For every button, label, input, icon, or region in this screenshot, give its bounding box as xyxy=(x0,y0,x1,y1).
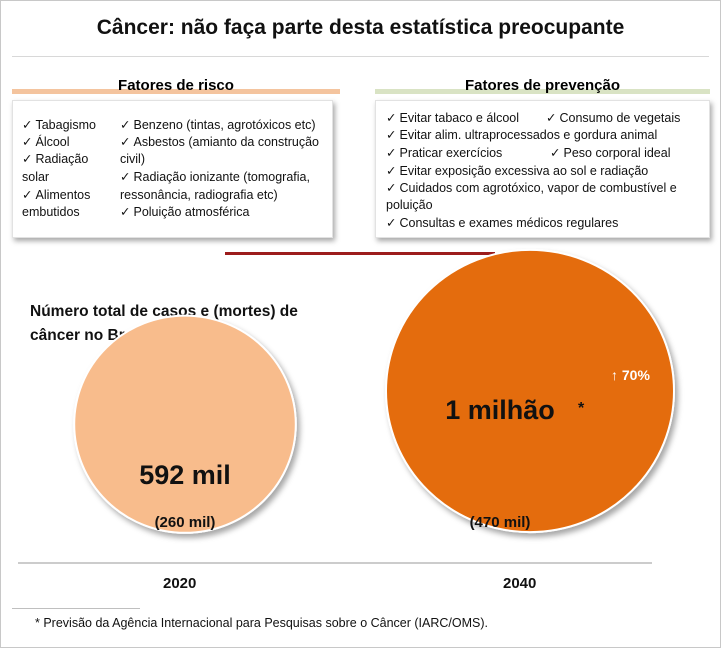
prevention-item-label: Praticar exercícios xyxy=(399,146,503,160)
growth-label: ↑ 70% xyxy=(611,367,650,383)
risk-item-poluicao: ✓ Poluição atmosférica xyxy=(120,204,250,220)
check-icon: ✓ xyxy=(22,118,33,132)
risk-item-label: Radiação ionizante (tomografia, xyxy=(133,170,310,184)
risk-item-alimentos: ✓ Alimentos xyxy=(22,187,90,203)
prevention-item-tabaco: ✓ Evitar tabaco e álcool xyxy=(386,110,519,126)
bubble-2040-cases-label: 1 milhão xyxy=(445,395,555,425)
prevention-item-peso: ✓ Peso corporal ideal xyxy=(550,145,671,161)
risk-item-label: Alimentos xyxy=(35,188,91,202)
risk-item-radiacao-ionizante: ✓ Radiação ionizante (tomografia, xyxy=(120,169,310,185)
check-icon: ✓ xyxy=(120,135,131,149)
risk-item-asbestos: ✓ Asbestos (amianto da construção xyxy=(120,134,319,150)
prevention-item-consultas: ✓ Consultas e exames médicos regulares xyxy=(386,215,618,231)
footnote-divider xyxy=(12,608,140,609)
prevention-item-label: Peso corporal ideal xyxy=(563,146,671,160)
prevention-item-label: Evitar alim. ultraprocessados e gordura … xyxy=(399,128,658,142)
prevention-panel-header-text: Fatores de prevenção xyxy=(464,77,621,94)
risk-item-tabagismo: ✓ Tabagismo xyxy=(22,117,96,133)
risk-item-label: Benzeno (tintas, agrotóxicos etc) xyxy=(133,118,316,132)
risk-item-solar: solar xyxy=(22,170,50,184)
check-icon: ✓ xyxy=(120,118,131,132)
prevention-item-agrotoxico: ✓ Cuidados com agrotóxico, vapor de combu… xyxy=(386,180,677,196)
risk-item-label: Poluição atmosférica xyxy=(133,205,250,219)
check-icon: ✓ xyxy=(22,188,33,202)
risk-item-radiacao-ionizante-cont: ressonância, radiografia etc) xyxy=(120,188,278,202)
x-tick-label-2020: 2020 xyxy=(163,575,197,592)
risk-item-asbestos-cont: civil) xyxy=(120,152,145,166)
bubble-2020-cases-label: 592 mil xyxy=(139,460,231,490)
check-icon: ✓ xyxy=(546,111,557,125)
bubble-2040-asterisk: * xyxy=(578,400,585,417)
check-icon: ✓ xyxy=(120,205,131,219)
prevention-item-label: Evitar tabaco e álcool xyxy=(399,111,519,125)
risk-item-benzeno: ✓ Benzeno (tintas, agrotóxicos etc) xyxy=(120,117,316,133)
check-icon: ✓ xyxy=(386,128,397,142)
page-title: Câncer: não faça parte desta estatística… xyxy=(96,16,625,39)
prevention-panel: ✓ Evitar tabaco e álcool ✓ Consumo de vege… xyxy=(375,100,710,238)
risk-panel: ✓ Tabagismo ✓ Álcool ✓ Radiação solar ✓ Alim… xyxy=(12,100,333,238)
prevention-item-label: Consumo de vegetais xyxy=(559,111,681,125)
bubble-2040 xyxy=(385,248,675,534)
prevention-item-vegetais: ✓ Consumo de vegetais xyxy=(546,110,680,126)
prevention-item-label: Consultas e exames médicos regulares xyxy=(399,216,619,230)
prevention-item-label: Cuidados com agrotóxico, vapor de combus… xyxy=(399,181,677,195)
check-icon: ✓ xyxy=(22,152,33,166)
check-icon: ✓ xyxy=(386,111,397,125)
risk-item-embutidos: embutidos xyxy=(22,205,80,219)
risk-panel-header-text: Fatores de risco xyxy=(118,77,234,94)
footnote: * Previsão da Agência Internacional para… xyxy=(35,616,489,630)
prevention-item-label: Evitar exposição excessiva ao sol e radi… xyxy=(399,164,649,178)
section-divider xyxy=(225,252,495,255)
check-icon: ✓ xyxy=(386,164,397,178)
risk-item-alcool: ✓ Álcool xyxy=(22,134,70,150)
risk-item-label: Radiação xyxy=(35,152,89,166)
check-icon: ✓ xyxy=(386,146,397,160)
prevention-panel-header: Fatores de prevenção xyxy=(375,74,710,98)
risk-item-radiacao: ✓ Radiação xyxy=(22,151,88,167)
risk-item-label: Asbestos (amianto da construção xyxy=(133,135,320,149)
prevention-item-poluicao: poluição xyxy=(386,198,433,212)
check-icon: ✓ xyxy=(22,135,33,149)
risk-item-label: Tabagismo xyxy=(35,118,96,132)
check-icon: ✓ xyxy=(550,146,561,160)
prevention-item-ultraprocessados: ✓ Evitar alim. ultraprocessados e gordura… xyxy=(386,127,657,143)
check-icon: ✓ xyxy=(386,181,397,195)
x-tick-label-2040: 2040 xyxy=(503,575,537,592)
risk-panel-header: Fatores de risco xyxy=(12,74,340,98)
title-divider xyxy=(12,56,709,57)
bubble-2020-deaths-label: (260 mil) xyxy=(154,514,216,531)
check-icon: ✓ xyxy=(120,170,131,184)
risk-item-label: Álcool xyxy=(35,135,70,149)
prevention-item-exercicios: ✓ Praticar exercícios xyxy=(386,145,502,161)
bubble-2040-deaths-label: (470 mil) xyxy=(469,514,531,531)
bubble-2020 xyxy=(73,314,297,534)
prevention-item-sol: ✓ Evitar exposição excessiva ao sol e rad… xyxy=(386,163,648,179)
check-icon: ✓ xyxy=(386,216,397,230)
